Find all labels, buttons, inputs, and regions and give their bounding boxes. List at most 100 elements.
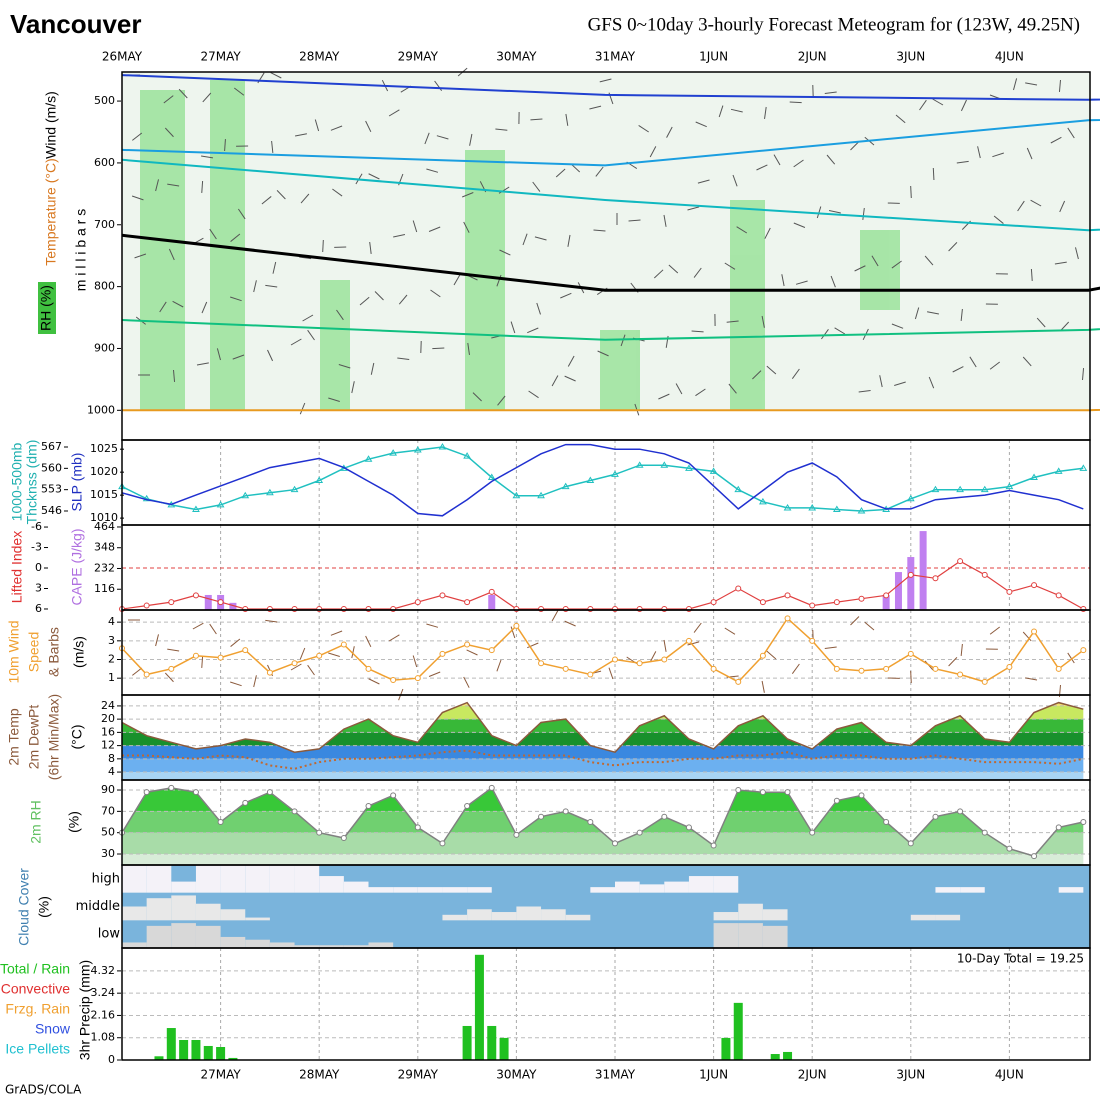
bottom-day-label: 29MAY — [398, 1068, 439, 1082]
bottom-day-label: 30MAY — [496, 1068, 537, 1082]
wind-barb — [202, 656, 203, 668]
series-line — [122, 445, 1083, 516]
wind-barb — [366, 636, 371, 647]
marker — [539, 661, 544, 666]
bar — [734, 1003, 743, 1060]
cloud-cover — [344, 882, 369, 893]
cloud-cover — [147, 865, 172, 893]
marker — [391, 793, 396, 798]
bar — [920, 531, 927, 610]
top-day-label: 2JUN — [798, 50, 827, 64]
cloud-cover — [541, 909, 566, 920]
cloud-cover — [221, 937, 246, 948]
marker — [958, 559, 963, 564]
wind-barb — [467, 650, 478, 655]
marker — [243, 648, 248, 653]
cloud-cover — [664, 882, 689, 893]
top-day-label: 4JUN — [995, 50, 1024, 64]
cloud-cover — [935, 915, 960, 921]
y-tick-label: 2 — [108, 653, 115, 666]
y-tick-label: 0 — [35, 561, 42, 574]
marker — [736, 586, 741, 591]
marker — [489, 648, 494, 653]
marker — [958, 809, 963, 814]
marker — [1056, 825, 1061, 830]
y-tick-label: 4 — [108, 765, 115, 778]
wind-barb — [694, 623, 701, 633]
y-tick-label: 1 — [108, 671, 115, 684]
marker — [1007, 589, 1012, 594]
area-band — [122, 759, 1090, 772]
cloud-cover — [566, 915, 591, 921]
marker — [884, 593, 889, 598]
series-line — [122, 561, 1083, 609]
panel-label: RH (%) — [38, 285, 54, 331]
panel-label: (%) — [36, 896, 52, 918]
marker — [884, 820, 889, 825]
marker — [193, 790, 198, 795]
marker — [341, 836, 346, 841]
marker — [588, 820, 593, 825]
cloud-cover — [738, 904, 763, 921]
wind-barb — [911, 671, 912, 683]
bar — [895, 572, 902, 610]
panel-label: Cloud Cover — [16, 868, 32, 946]
top-day-label: 27MAY — [200, 50, 241, 64]
bar — [488, 595, 495, 610]
bar — [205, 595, 212, 610]
y-tick-label: 500 — [94, 94, 115, 107]
y-tick-label: 8 — [108, 752, 115, 765]
panel-label: m i l l i b a r s — [73, 209, 89, 291]
panel-label: CAPE (J/kg) — [69, 528, 85, 605]
marker — [982, 830, 987, 835]
wind-barb — [961, 644, 962, 656]
marker — [785, 790, 790, 795]
marker — [292, 809, 297, 814]
marker — [637, 830, 642, 835]
cloud-cover — [369, 887, 394, 893]
bottom-day-label: 3JUN — [896, 1068, 925, 1082]
bottom-day-label: 4JUN — [995, 1068, 1024, 1082]
cloud-cover — [369, 942, 394, 948]
panel-label: Speed — [26, 632, 42, 672]
marker — [563, 809, 568, 814]
y-tick-label: 12 — [101, 739, 115, 752]
wind-barb — [609, 668, 613, 679]
marker — [1056, 666, 1061, 671]
marker — [859, 596, 864, 601]
marker — [1007, 846, 1012, 851]
cloud-cover — [590, 887, 615, 893]
marker — [366, 666, 371, 671]
marker — [662, 657, 667, 662]
wind-barb — [851, 617, 859, 625]
area-band — [122, 772, 1090, 780]
wind-barb — [300, 648, 304, 659]
y-tick-label: 20 — [101, 712, 115, 725]
cloud-cover — [615, 882, 640, 893]
top-day-label: 28MAY — [299, 50, 340, 64]
marker — [489, 589, 494, 594]
top-day-label: 3JUN — [896, 50, 925, 64]
bar — [500, 1038, 509, 1060]
marker — [711, 600, 716, 605]
bar — [721, 1038, 730, 1060]
cloud-cover — [467, 909, 492, 920]
marker — [1056, 593, 1061, 598]
cloud-cover — [122, 865, 147, 893]
y-tick-label: 50 — [101, 826, 115, 839]
bottom-day-label: 27MAY — [200, 1068, 241, 1082]
wind-barb — [165, 673, 173, 682]
bar — [216, 1047, 225, 1060]
panel-label: & Barbs — [46, 627, 62, 677]
cloud-cover — [196, 904, 221, 921]
cloud-cover — [763, 926, 788, 948]
y-tick-label: -3 — [31, 541, 42, 554]
marker — [1032, 629, 1037, 634]
marker — [391, 678, 396, 683]
bar — [771, 1054, 780, 1060]
marker — [637, 661, 642, 666]
bar — [463, 1026, 472, 1060]
bar — [204, 1046, 213, 1060]
cloud-cover — [319, 876, 344, 893]
